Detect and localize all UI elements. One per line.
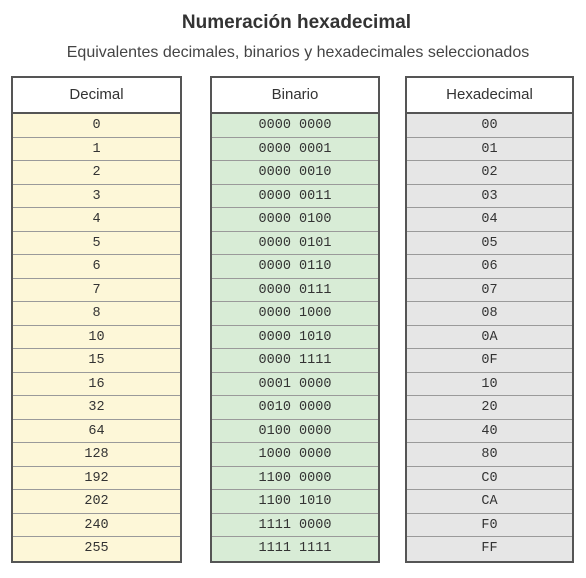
page-subtitle: Equivalentes decimales, binarios y hexad… [66,44,530,61]
decimal-cell: 6 [13,255,180,279]
hexadecimal-cell: 80 [407,443,572,467]
hexadecimal-cell: 0F [407,349,572,373]
hexadecimal-cell: FF [407,537,572,561]
hexadecimal-column-header: Hexadecimal [407,78,572,114]
hexadecimal-column: Hexadecimal 00 01 02 03 04 05 06 07 08 0A 0F 10 20 40… [405,76,574,563]
hexadecimal-cell: 07 [407,278,572,302]
decimal-cell: 5 [13,231,180,255]
binary-cell: 0000 0100 [212,208,378,232]
decimal-cell: 4 [13,208,180,232]
hexadecimal-cell: 06 [407,255,572,279]
hexadecimal-cell: 03 [407,184,572,208]
binary-cell: 0000 0011 [212,184,378,208]
decimal-cell: 0 [13,114,180,138]
decimal-cell: 32 [13,396,180,420]
binary-cell: 1111 1111 [212,537,378,561]
hexadecimal-cell: 20 [407,396,572,420]
binary-cell: 0000 1111 [212,349,378,373]
hexadecimal-cell: 02 [407,161,572,185]
binary-cell: 0001 0000 [212,372,378,396]
decimal-column-header: Decimal [13,78,180,114]
hexadecimal-cell: 04 [407,208,572,232]
binary-cell: 0010 0000 [212,396,378,420]
decimal-cell: 240 [13,513,180,537]
binary-cell: 0000 0001 [212,137,378,161]
hexadecimal-cell: 01 [407,137,572,161]
hexadecimal-cell: F0 [407,513,572,537]
decimal-cell: 7 [13,278,180,302]
hexadecimal-cell: CA [407,490,572,514]
hexadecimal-cell: 0A [407,325,572,349]
binary-cell: 1000 0000 [212,443,378,467]
decimal-cell: 8 [13,302,180,326]
decimal-cell: 255 [13,537,180,561]
binary-column-rows: 0000 0000 0000 0001 0000 0010 0000 0011 0000… [212,114,378,561]
decimal-cell: 10 [13,325,180,349]
decimal-cell: 128 [13,443,180,467]
binary-cell: 1100 1010 [212,490,378,514]
decimal-cell: 1 [13,137,180,161]
hexadecimal-cell: C0 [407,466,572,490]
binary-cell: 0000 0110 [212,255,378,279]
page-title: Numeración hexadecimal [181,12,412,33]
decimal-cell: 16 [13,372,180,396]
hexadecimal-column-rows: 00 01 02 03 04 05 06 07 08 0A 0F 10 20 40 80 C0 CA F0 FF [407,114,572,561]
decimal-column-rows: 0 1 2 3 4 5 6 7 8 10 15 16 32 64 128 192 202 240 255 [13,114,180,561]
decimal-cell: 3 [13,184,180,208]
binary-cell: 0000 1010 [212,325,378,349]
decimal-cell: 192 [13,466,180,490]
binary-cell: 1111 0000 [212,513,378,537]
decimal-cell: 64 [13,419,180,443]
binary-cell: 1100 0000 [212,466,378,490]
hexadecimal-cell: 05 [407,231,572,255]
binary-cell: 0000 0111 [212,278,378,302]
hexadecimal-cell: 00 [407,114,572,138]
binary-cell: 0000 0101 [212,231,378,255]
hexadecimal-cell: 10 [407,372,572,396]
binary-cell: 0100 0000 [212,419,378,443]
decimal-cell: 2 [13,161,180,185]
binary-cell: 0000 0000 [212,114,378,138]
decimal-cell: 15 [13,349,180,373]
hexadecimal-cell: 08 [407,302,572,326]
decimal-column: Decimal 0 1 2 3 4 5 6 7 8 10 15 16 32 64 128 192 202 240 2… [11,76,182,563]
hexadecimal-cell: 40 [407,419,572,443]
decimal-cell: 202 [13,490,180,514]
binary-cell: 0000 0010 [212,161,378,185]
binary-column-header: Binario [212,78,378,114]
binary-column: Binario 0000 0000 0000 0001 0000 0010 0000 … [210,76,380,563]
binary-cell: 0000 1000 [212,302,378,326]
